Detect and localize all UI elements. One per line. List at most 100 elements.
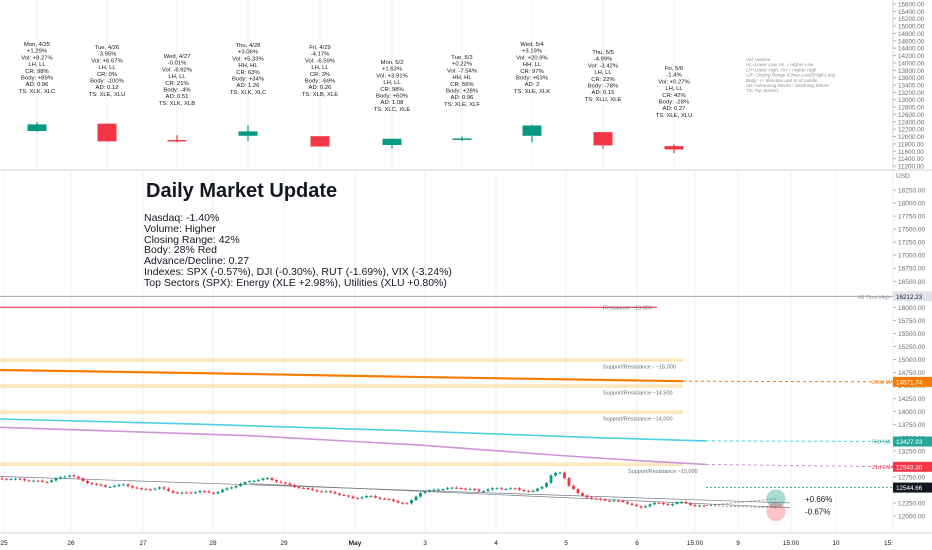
daily-candle-body — [593, 132, 613, 146]
hourly-candle-body — [419, 493, 422, 497]
hourly-candle-body — [212, 492, 215, 494]
ema21-label: 21d EMA — [872, 465, 895, 471]
hourly-candle-body — [275, 480, 278, 482]
hourly-candle-body — [113, 485, 116, 487]
hourly-candle-body — [477, 489, 481, 492]
hourly-candle-body — [432, 489, 436, 491]
hourly-candle-body — [473, 488, 476, 490]
upper-tick-label: 11400.00 — [898, 156, 924, 163]
support-resistance-band — [0, 410, 683, 414]
hourly-candle-body — [14, 478, 17, 480]
lower-tick-label: 15000.00 — [898, 357, 925, 364]
day-stat-label: Vol: -6.59% — [305, 58, 336, 64]
day-stat-label: -4.99% — [594, 57, 613, 63]
hourly-candle-body — [369, 495, 373, 497]
hourly-candle-body — [108, 486, 112, 488]
support-resistance-label: Support/Resistance ~14,000 — [603, 417, 673, 423]
hourly-candle-body — [288, 483, 292, 486]
hourly-candle-body — [626, 501, 629, 504]
day-stat-label: TS: XLE, XLK — [514, 89, 550, 95]
hourly-candle-body — [54, 478, 58, 481]
day-stat-label: Vol: +5.33% — [232, 56, 264, 62]
legend-line: TS: Top Sectors — [746, 88, 779, 93]
support-resistance-band — [0, 462, 683, 466]
legend-line: Vol: Volume — [746, 57, 771, 62]
day-stat-label: Vol: -7.54% — [447, 68, 478, 74]
day-stat-label: LH, LL — [98, 65, 116, 71]
support-resistance-label: Support/Resistance ~14,500 — [603, 391, 673, 397]
hourly-candle-body — [239, 483, 242, 487]
ma50-price-tag — [893, 436, 932, 447]
day-stat-label: AD: 0.96 — [451, 95, 475, 101]
hourly-candle-body — [360, 497, 364, 499]
day-stat-label: CR: 63% — [236, 70, 260, 76]
upper-tick-label: 13400.00 — [898, 83, 925, 90]
day-stat-label: CR: 21% — [165, 81, 189, 87]
hourly-candle-body — [495, 488, 499, 490]
upper-tick-label: 15200.00 — [898, 16, 925, 23]
trendline-upper — [0, 476, 791, 504]
hourly-candle-body — [698, 505, 701, 507]
hourly-candle-body — [207, 491, 211, 493]
lower-tick-label: 17250.00 — [898, 240, 925, 247]
day-stat-label: CR: 3% — [310, 72, 331, 78]
trendline-lower — [249, 483, 791, 509]
overlay-title: Daily Market Update — [146, 180, 338, 202]
day-stat-label: TS: XLK, XLC — [230, 90, 267, 96]
day-stat-label: Body: -78% — [588, 84, 619, 90]
hourly-candle-body — [59, 477, 62, 479]
hourly-candle-body — [45, 481, 49, 483]
lower-tick-label: 15500.00 — [898, 331, 925, 338]
last-price-label: 12544.66 — [896, 485, 923, 492]
lower-tick-label: 17750.00 — [898, 214, 925, 221]
hourly-candle-body — [315, 490, 319, 492]
day-stat-label: Body: +34% — [232, 77, 265, 83]
lower-tick-label: 12000.00 — [898, 514, 925, 521]
hourly-candle-body — [531, 490, 535, 492]
day-date-label: Thu, 4/28 — [236, 43, 262, 49]
hourly-candle-body — [252, 480, 256, 482]
hourly-candle-body — [464, 488, 467, 490]
day-stat-label: TS: XLE, XLU — [656, 113, 693, 119]
hourly-candle-body — [81, 478, 85, 481]
support-resistance-label: Support/Resistance - ~15,000 — [603, 365, 676, 371]
hourly-candle-body — [153, 488, 157, 490]
day-stat-label: Vol: +0.27% — [658, 79, 690, 85]
day-stat-label: LH, LL — [383, 80, 401, 86]
upper-tick-label: 13000.00 — [898, 97, 925, 104]
hourly-candle-body — [401, 502, 404, 504]
hourly-candle-body — [576, 489, 580, 494]
hourly-candle-body — [540, 486, 544, 489]
day-stat-label: HH, HL — [238, 63, 258, 69]
legend-line: HL=Lower Low, HL = Higher Low — [746, 62, 814, 67]
day-date-label: Wed, 4/27 — [164, 54, 191, 60]
hourly-candle-body — [666, 504, 670, 506]
hourly-candle-body — [644, 506, 647, 508]
time-axis-label: 27 — [139, 540, 147, 547]
hourly-candle-body — [63, 476, 67, 478]
day-stat-label: +3.06% — [238, 50, 259, 56]
hourly-candle-body — [396, 500, 400, 503]
hourly-candle-body — [41, 480, 44, 482]
support-resistance-band — [0, 384, 683, 388]
hourly-candle-body — [167, 488, 170, 491]
projection-down-marker — [766, 502, 786, 522]
hourly-candle-body — [149, 489, 152, 491]
daily-candle-body — [452, 138, 472, 140]
hourly-candle-body — [36, 480, 40, 482]
hourly-candle-body — [311, 488, 314, 491]
lower-tick-label: 14000.00 — [898, 409, 925, 416]
day-stat-label: Vol: +6.67% — [91, 58, 123, 64]
hourly-candle-body — [482, 490, 485, 492]
legend-line: AD: Advancing Stocks / Declining Stocks — [745, 83, 830, 88]
day-date-label: Wed, 5/4 — [520, 42, 544, 48]
day-stat-label: LH, LL — [665, 86, 683, 92]
hourly-candle-body — [68, 475, 71, 477]
day-stat-label: TS: XLK, XLC — [19, 89, 56, 95]
upper-tick-label: 11200.00 — [898, 164, 924, 171]
time-axis-label: 15:00 — [687, 540, 704, 547]
lower-tick-label: 17000.00 — [898, 253, 925, 260]
day-date-label: Fri, 4/29 — [309, 45, 331, 51]
day-stat-label: Body: -4% — [163, 88, 191, 94]
day-stat-label: Vol: +20.9% — [516, 55, 548, 61]
